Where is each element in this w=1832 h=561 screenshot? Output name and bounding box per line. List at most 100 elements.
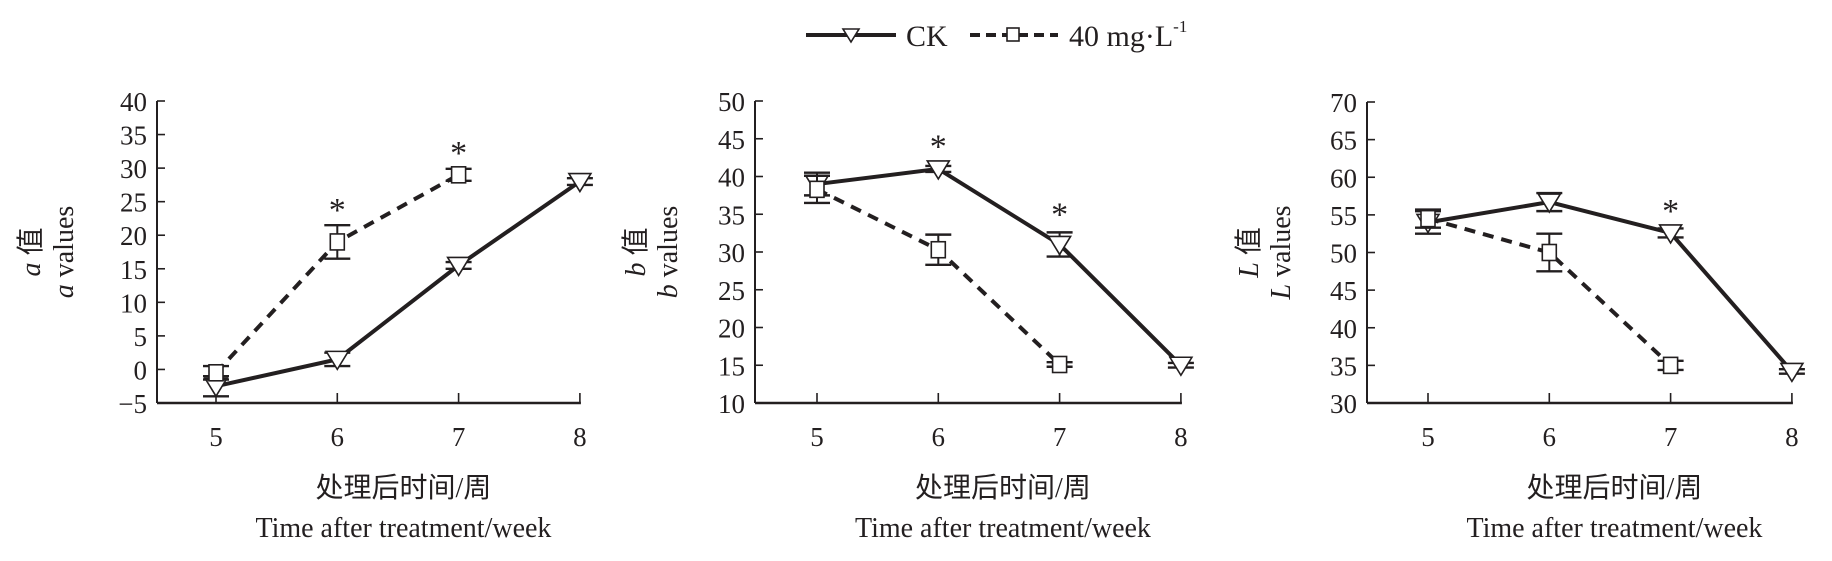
data-point-treatment xyxy=(1420,209,1436,228)
data-point-treatment xyxy=(208,363,224,382)
x-axis-title-en: Time after treatment/week xyxy=(255,513,551,544)
data-point-treatment xyxy=(450,166,467,184)
legend-item-ck: CK xyxy=(806,20,948,53)
significance-star: * xyxy=(450,135,467,172)
y-tick-label: 65 xyxy=(1330,126,1357,156)
data-point-treatment xyxy=(930,240,947,259)
y-tick-label: 30 xyxy=(718,238,745,268)
y-tick-label: 45 xyxy=(1330,276,1357,306)
y-tick-label: 55 xyxy=(1330,201,1357,231)
y-axis-title-en-text: values xyxy=(49,206,80,285)
y-axis-title-en: a values xyxy=(49,206,80,299)
y-tick-label: 50 xyxy=(1330,239,1357,269)
legend-ck-label: CK xyxy=(906,20,948,53)
x-tick-label: 7 xyxy=(452,422,466,452)
data-point-treatment xyxy=(809,180,825,199)
y-tick-label: 30 xyxy=(120,154,147,184)
y-tick-label: 10 xyxy=(718,389,745,419)
data-point-treatment xyxy=(329,233,346,251)
x-tick-label: 6 xyxy=(932,422,946,452)
data-point-ck xyxy=(1658,224,1684,245)
x-tick-label: 8 xyxy=(1174,422,1188,452)
series-line-ck xyxy=(215,179,582,389)
y-axis-title-en-variable: L xyxy=(1266,284,1297,301)
x-axis-title-en: Time after treatment/week xyxy=(855,513,1151,544)
y-axis-title-en-variable: a xyxy=(49,284,80,298)
legend-treatment-label: 40 mg·L-1 xyxy=(1069,17,1187,53)
legend-item-treatment: 40 mg·L-1 xyxy=(970,17,1187,53)
y-tick-label: 45 xyxy=(718,125,745,155)
significance-star: * xyxy=(329,192,346,229)
chart-panel-b-values: 10 15 20 25 30 35 40 45 50 5 6 7 8 处理后时间/周 Time after … xyxy=(620,87,1194,544)
significance-star: * xyxy=(1662,193,1679,230)
y-axis-title-en-variable: b xyxy=(653,284,684,298)
data-point-ck xyxy=(925,160,951,181)
data-point-treatment xyxy=(1541,243,1558,262)
legend: CK 40 mg·L-1 xyxy=(806,17,1187,53)
series-line-ck xyxy=(1427,200,1794,373)
series-line-ck xyxy=(816,166,1183,367)
data-point-treatment xyxy=(1662,356,1679,375)
y-tick-label: 40 xyxy=(120,87,147,117)
y-axis-title-cn: b 值 xyxy=(620,227,652,276)
series-line-treatment xyxy=(816,187,1061,366)
x-tick-label: 6 xyxy=(1543,422,1557,452)
x-axis-title-cn: 处理后时间/周 xyxy=(316,472,492,504)
y-axis-title-cn-text: 值 xyxy=(15,227,47,262)
y-tick-label: 40 xyxy=(1330,314,1357,344)
y-axis-title-en: b values xyxy=(653,206,684,299)
y-tick-label: 20 xyxy=(120,221,147,251)
y-tick-label: 5 xyxy=(134,322,148,352)
y-tick-label: 30 xyxy=(1330,389,1357,419)
legend-treatment-superscript: -1 xyxy=(1173,17,1187,36)
legend-ck-triangle-icon xyxy=(841,28,861,44)
data-point-ck xyxy=(324,350,350,371)
data-point-ck xyxy=(1779,362,1805,383)
y-axis-title-cn-text: 值 xyxy=(1233,227,1265,262)
data-point-ck xyxy=(567,172,593,194)
y-tick-label: 20 xyxy=(718,314,745,344)
y-axis-title-cn: L 值 xyxy=(1233,227,1265,279)
y-tick-label: 50 xyxy=(718,87,745,117)
y-tick-label: 70 xyxy=(1330,88,1357,118)
y-axis-title-cn: a 值 xyxy=(15,227,47,276)
data-point-ck xyxy=(446,256,472,277)
x-tick-label: 5 xyxy=(810,422,824,452)
data-point-ck xyxy=(1168,356,1194,377)
y-tick-label: 40 xyxy=(718,163,745,193)
x-tick-label: 5 xyxy=(209,422,223,452)
y-tick-label: 25 xyxy=(718,276,745,306)
y-tick-label: 10 xyxy=(120,288,147,318)
chart-panel-l-values: 30 35 40 45 50 55 60 65 70 5 6 7 8 处理后时间/周 Time after … xyxy=(1233,88,1805,544)
x-axis-title-en: Time after treatment/week xyxy=(1466,513,1762,544)
x-axis-title-cn: 处理后时间/周 xyxy=(915,472,1091,504)
y-axis-title-cn-variable: b xyxy=(621,263,652,277)
data-point-ck xyxy=(1536,193,1562,214)
y-tick-label: 35 xyxy=(718,200,745,230)
y-tick-label: 35 xyxy=(1330,351,1357,381)
legend-treatment-square-icon xyxy=(1006,27,1020,42)
data-point-treatment xyxy=(1051,355,1068,374)
y-tick-label: 15 xyxy=(120,255,147,285)
data-point-ck xyxy=(1047,235,1073,256)
x-tick-label: 7 xyxy=(1053,422,1067,452)
x-tick-label: 8 xyxy=(573,422,587,452)
y-tick-label: −5 xyxy=(118,389,147,419)
y-tick-label: 35 xyxy=(120,121,147,151)
x-tick-label: 7 xyxy=(1664,422,1678,452)
y-tick-label: 25 xyxy=(120,188,147,218)
significance-star: * xyxy=(930,128,947,165)
x-axis-title-cn: 处理后时间/周 xyxy=(1527,472,1703,504)
y-tick-label: 15 xyxy=(718,351,745,381)
significance-star: * xyxy=(1051,196,1068,233)
y-tick-label: 60 xyxy=(1330,163,1357,193)
y-axis-title-en-text: values xyxy=(1266,205,1297,284)
y-axis-title-cn-text: 值 xyxy=(620,227,652,262)
y-axis-title-en: L values xyxy=(1266,205,1297,300)
y-axis-title-cn-variable: a xyxy=(16,263,47,277)
x-tick-label: 5 xyxy=(1421,422,1435,452)
y-axis-title-en-text: values xyxy=(653,206,684,285)
y-axis-title-cn-variable: L xyxy=(1234,262,1265,279)
